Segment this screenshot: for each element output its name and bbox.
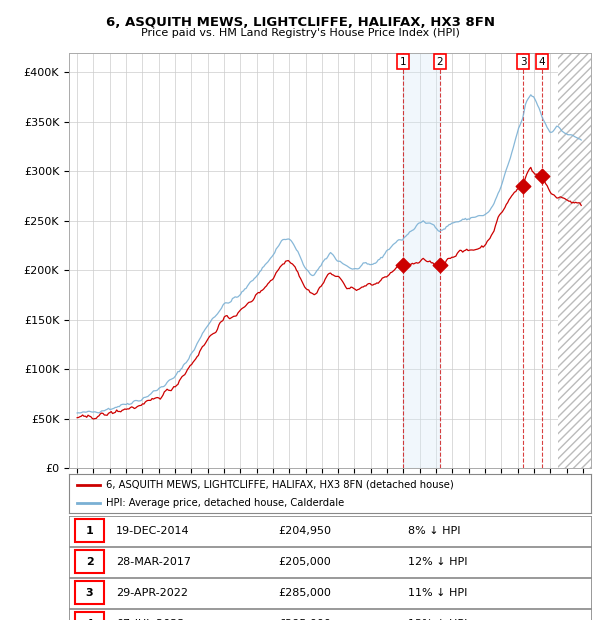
Text: 3: 3 <box>86 588 94 598</box>
Text: 07-JUL-2023: 07-JUL-2023 <box>116 619 184 620</box>
Text: 2: 2 <box>86 557 94 567</box>
Text: 19-DEC-2014: 19-DEC-2014 <box>116 526 190 536</box>
Text: 13% ↓ HPI: 13% ↓ HPI <box>409 619 467 620</box>
Point <box>435 260 445 270</box>
Text: 28-MAR-2017: 28-MAR-2017 <box>116 557 191 567</box>
Text: 29-APR-2022: 29-APR-2022 <box>116 588 188 598</box>
Text: 8% ↓ HPI: 8% ↓ HPI <box>409 526 461 536</box>
Text: 6, ASQUITH MEWS, LIGHTCLIFFE, HALIFAX, HX3 8FN: 6, ASQUITH MEWS, LIGHTCLIFFE, HALIFAX, H… <box>106 16 494 29</box>
Text: Price paid vs. HM Land Registry's House Price Index (HPI): Price paid vs. HM Land Registry's House … <box>140 28 460 38</box>
Text: 2: 2 <box>437 57 443 67</box>
Point <box>398 260 408 270</box>
Point <box>518 181 528 191</box>
Text: HPI: Average price, detached house, Calderdale: HPI: Average price, detached house, Cald… <box>106 498 344 508</box>
Text: £285,000: £285,000 <box>278 588 331 598</box>
Point <box>538 171 547 181</box>
Text: 11% ↓ HPI: 11% ↓ HPI <box>409 588 467 598</box>
Text: £205,000: £205,000 <box>278 557 331 567</box>
Text: 12% ↓ HPI: 12% ↓ HPI <box>409 557 468 567</box>
Text: £204,950: £204,950 <box>278 526 331 536</box>
Text: 4: 4 <box>86 619 94 620</box>
FancyBboxPatch shape <box>75 612 104 620</box>
Text: 4: 4 <box>539 57 545 67</box>
Text: £295,000: £295,000 <box>278 619 331 620</box>
Bar <box>403 53 440 468</box>
FancyBboxPatch shape <box>75 519 104 542</box>
FancyBboxPatch shape <box>75 550 104 574</box>
Text: 6, ASQUITH MEWS, LIGHTCLIFFE, HALIFAX, HX3 8FN (detached house): 6, ASQUITH MEWS, LIGHTCLIFFE, HALIFAX, H… <box>106 480 453 490</box>
Text: 3: 3 <box>520 57 526 67</box>
Text: 1: 1 <box>400 57 406 67</box>
FancyBboxPatch shape <box>75 581 104 604</box>
Text: 1: 1 <box>86 526 94 536</box>
